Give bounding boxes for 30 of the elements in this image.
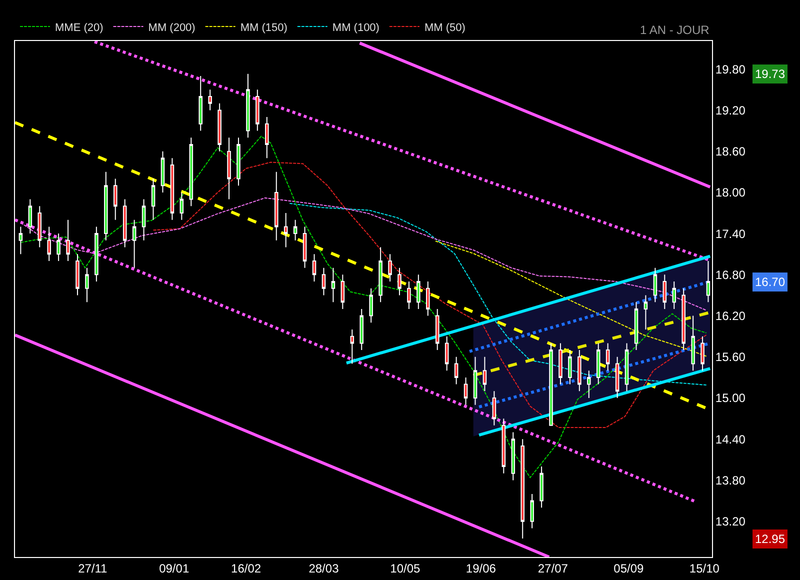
y-tick-label: 16.80 <box>715 268 746 282</box>
y-tick-label: 18.00 <box>715 186 746 200</box>
y-tick-label: 17.40 <box>715 226 746 241</box>
text: 19.73 <box>755 67 786 81</box>
legend-label: MM (100) <box>332 22 380 34</box>
text: 12.95 <box>755 532 786 546</box>
y-tick-label: 15.60 <box>715 350 746 364</box>
x-tick-label: 10/05 <box>390 561 421 576</box>
legend-label: MM (200) <box>148 22 196 34</box>
legend-label: MM (50) <box>424 22 466 34</box>
x-tick-label: 09/01 <box>159 561 190 576</box>
y-tick-label: 18.60 <box>715 144 746 159</box>
y-tick-label: 19.20 <box>715 103 746 118</box>
x-tick-label: 19/06 <box>466 561 496 576</box>
legend-label: MM (150) <box>240 22 288 34</box>
y-tick-label: 16.20 <box>715 308 746 323</box>
x-tick-label: 28/03 <box>308 561 340 576</box>
x-tick-label: 16/02 <box>231 561 262 576</box>
y-tick-label: 13.80 <box>715 473 746 488</box>
text: 16.70 <box>755 275 786 289</box>
x-tick-label: 27/11 <box>78 561 108 576</box>
y-tick-label: 19.80 <box>715 62 746 76</box>
y-tick-label: 14.40 <box>715 432 746 446</box>
y-tick-label: 13.20 <box>715 514 746 529</box>
y-tick-label: 15.00 <box>715 391 746 406</box>
x-tick-label: 15/10 <box>689 561 720 576</box>
legend-label: MME (20) <box>55 22 104 34</box>
x-tick-label: 05/09 <box>614 561 644 576</box>
x-tick-label: 27/07 <box>538 561 568 576</box>
text: 1 AN - JOUR <box>640 23 710 37</box>
